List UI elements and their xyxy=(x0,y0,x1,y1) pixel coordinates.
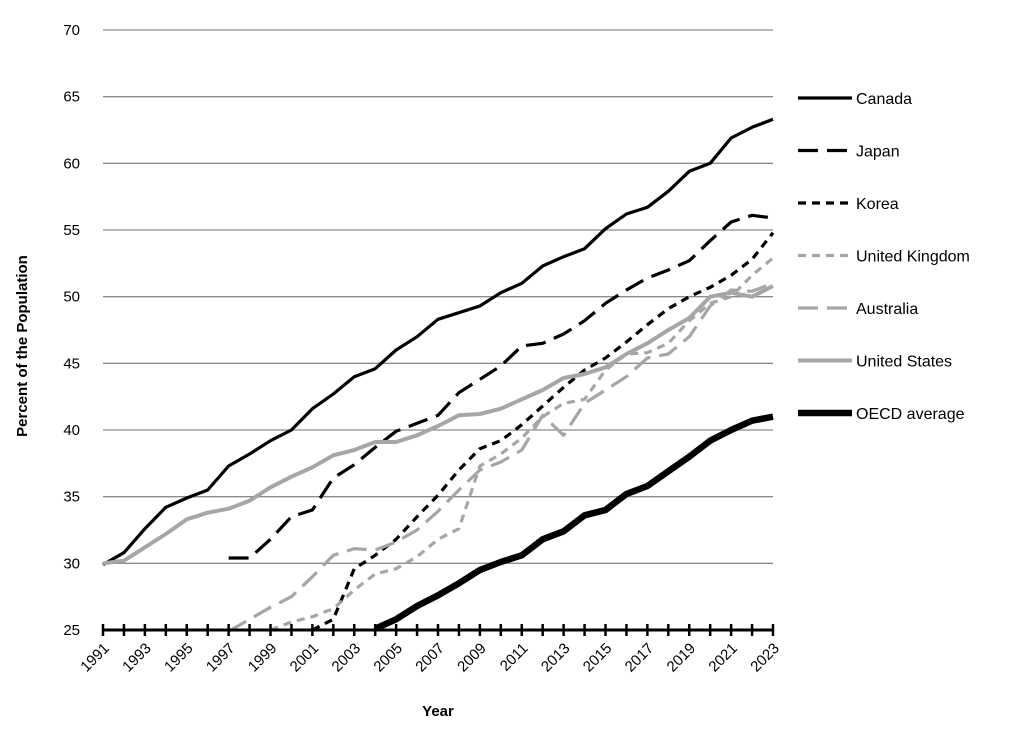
series-line-australia xyxy=(227,281,774,633)
x-tick-label: 1995 xyxy=(161,640,197,676)
y-tick-label: 65 xyxy=(63,89,80,106)
x-tick-label: 2001 xyxy=(287,640,323,676)
series-line-united-kingdom xyxy=(269,256,775,632)
legend-label-japan: Japan xyxy=(856,144,900,161)
x-tick-label: 1997 xyxy=(203,640,239,676)
y-tick-label: 25 xyxy=(63,622,80,639)
x-tick-label: 2019 xyxy=(664,640,700,676)
x-tick-label: 2021 xyxy=(705,640,741,676)
legend-label-korea: Korea xyxy=(856,196,899,213)
legend-label-united-states: United States xyxy=(856,354,952,371)
x-tick-label: 2017 xyxy=(622,640,658,676)
legend-label-oecd-average: OECD average xyxy=(856,406,965,423)
x-axis: 1991 1993 1995 1997 1999 2001 2003 2005 2007 2009… xyxy=(77,624,783,675)
x-tick-label: 1991 xyxy=(77,640,113,676)
legend: Canada Japan Korea United Kingdom Australia U… xyxy=(798,91,970,423)
y-tick-label: 50 xyxy=(63,289,80,306)
x-tick-label: 1993 xyxy=(119,640,155,676)
x-tick-label: 2011 xyxy=(497,640,532,675)
legend-label-australia: Australia xyxy=(856,301,918,318)
x-tick-label: 2005 xyxy=(370,640,406,676)
x-tick-label: 2007 xyxy=(412,640,448,676)
legend-label-canada: Canada xyxy=(856,91,912,108)
legend-label-united-kingdom: United Kingdom xyxy=(856,249,970,266)
x-tick-label: 2023 xyxy=(747,640,783,676)
series-line-korea xyxy=(311,231,775,632)
y-axis-title: Percent of the Population xyxy=(14,255,31,437)
y-tick-label: 55 xyxy=(63,222,80,239)
series-line-japan xyxy=(228,213,774,560)
series-lines xyxy=(102,117,775,633)
y-axis: 25 30 35 40 45 50 55 60 65 70 xyxy=(63,22,80,639)
y-tick-label: 35 xyxy=(63,489,80,506)
series-line-oecd-average xyxy=(373,413,774,632)
y-tick-label: 60 xyxy=(63,155,80,172)
y-tick-label: 45 xyxy=(63,355,80,372)
x-tick-label: 2003 xyxy=(329,640,365,676)
y-tick-label: 40 xyxy=(63,422,80,439)
x-axis-title: Year xyxy=(422,703,454,720)
y-tick-label: 30 xyxy=(63,555,80,572)
x-tick-label: 2009 xyxy=(454,640,490,676)
x-tick-label: 1999 xyxy=(245,640,281,676)
x-tick-label: 2015 xyxy=(580,640,616,676)
x-tick-label: 2013 xyxy=(538,640,574,676)
series-line-united-states xyxy=(102,284,774,566)
series-line-canada xyxy=(102,117,774,567)
gridlines xyxy=(103,29,773,564)
y-tick-label: 70 xyxy=(63,22,80,39)
